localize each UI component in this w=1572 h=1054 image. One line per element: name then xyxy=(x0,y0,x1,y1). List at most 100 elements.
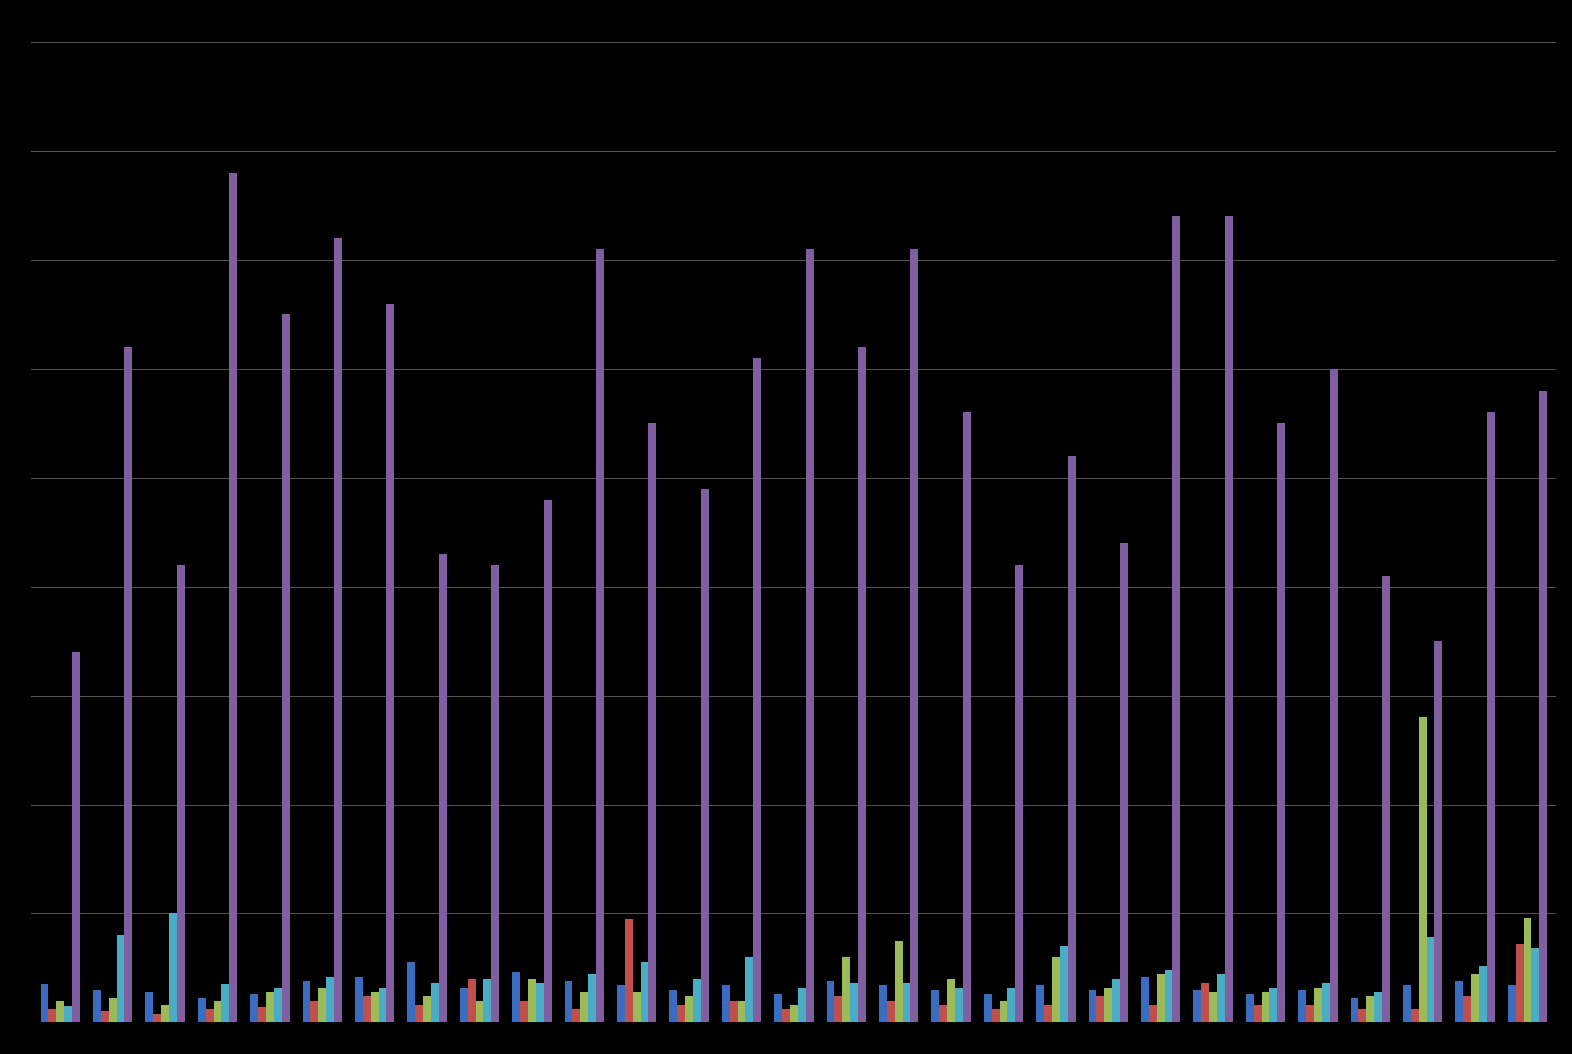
Bar xyxy=(1382,575,1390,1022)
Bar xyxy=(1531,949,1539,1022)
Bar xyxy=(616,985,624,1022)
Bar xyxy=(1245,994,1253,1022)
Bar xyxy=(1358,1010,1366,1022)
Bar xyxy=(1418,718,1426,1022)
Bar xyxy=(588,975,596,1022)
Bar xyxy=(1539,391,1547,1022)
Bar xyxy=(962,412,970,1022)
Bar xyxy=(1350,998,1358,1022)
Bar xyxy=(333,238,343,1022)
Bar xyxy=(379,988,387,1022)
Bar xyxy=(116,935,124,1022)
Bar xyxy=(1217,975,1225,1022)
Bar xyxy=(41,984,49,1022)
Bar xyxy=(791,1004,799,1022)
Bar xyxy=(827,981,835,1022)
Bar xyxy=(72,652,80,1022)
Bar xyxy=(596,249,604,1022)
Bar xyxy=(1157,975,1165,1022)
Bar xyxy=(512,972,520,1022)
Bar xyxy=(1330,369,1338,1022)
Bar xyxy=(484,979,490,1022)
Bar xyxy=(544,500,552,1022)
Bar xyxy=(222,984,230,1022)
Bar xyxy=(1464,996,1471,1022)
Bar xyxy=(632,992,641,1022)
Bar xyxy=(564,981,572,1022)
Bar xyxy=(536,983,544,1022)
Bar xyxy=(520,1000,528,1022)
Bar xyxy=(799,988,806,1022)
Bar xyxy=(894,940,902,1022)
Bar xyxy=(737,1000,745,1022)
Bar xyxy=(722,985,729,1022)
Bar xyxy=(1044,1004,1052,1022)
Bar xyxy=(468,979,475,1022)
Bar xyxy=(327,977,333,1022)
Bar xyxy=(1119,543,1127,1022)
Bar xyxy=(1008,988,1016,1022)
Bar xyxy=(318,988,327,1022)
Bar xyxy=(475,1000,483,1022)
Bar xyxy=(1434,641,1442,1022)
Bar xyxy=(1306,1004,1314,1022)
Bar xyxy=(1193,990,1201,1022)
Bar xyxy=(1298,990,1306,1022)
Bar xyxy=(1479,965,1487,1022)
Bar xyxy=(693,979,701,1022)
Bar xyxy=(580,992,588,1022)
Bar xyxy=(168,914,176,1022)
Bar xyxy=(1374,992,1382,1022)
Bar xyxy=(954,988,962,1022)
Bar xyxy=(648,424,657,1022)
Bar xyxy=(407,962,415,1022)
Bar xyxy=(992,1010,1000,1022)
Bar xyxy=(57,1000,64,1022)
Bar xyxy=(729,1000,737,1022)
Bar xyxy=(274,988,281,1022)
Bar xyxy=(783,1010,791,1022)
Bar xyxy=(1523,918,1531,1022)
Bar xyxy=(415,1004,423,1022)
Bar xyxy=(281,314,289,1022)
Bar xyxy=(701,489,709,1022)
Bar xyxy=(1412,1010,1418,1022)
Bar xyxy=(946,979,954,1022)
Bar xyxy=(1261,992,1269,1022)
Bar xyxy=(266,992,274,1022)
Bar xyxy=(1276,424,1284,1022)
Bar xyxy=(773,994,783,1022)
Bar xyxy=(879,985,887,1022)
Bar xyxy=(162,1004,170,1022)
Bar xyxy=(1052,957,1060,1022)
Bar xyxy=(1088,990,1096,1022)
Bar xyxy=(49,1010,57,1022)
Bar xyxy=(64,1006,72,1022)
Bar xyxy=(1366,996,1374,1022)
Bar xyxy=(902,983,910,1022)
Bar xyxy=(459,988,468,1022)
Bar xyxy=(108,998,116,1022)
Bar xyxy=(258,1008,266,1022)
Bar xyxy=(528,979,536,1022)
Bar xyxy=(910,249,918,1022)
Bar xyxy=(206,1010,214,1022)
Bar xyxy=(363,996,371,1022)
Bar xyxy=(124,347,132,1022)
Bar xyxy=(1487,412,1495,1022)
Bar xyxy=(624,919,632,1022)
Bar xyxy=(1508,985,1515,1022)
Bar xyxy=(371,992,379,1022)
Bar xyxy=(1225,216,1232,1022)
Bar xyxy=(387,304,395,1022)
Bar xyxy=(858,347,866,1022)
Bar xyxy=(152,1014,160,1022)
Bar xyxy=(843,957,850,1022)
Bar xyxy=(93,990,101,1022)
Bar xyxy=(685,996,693,1022)
Bar xyxy=(1067,456,1075,1022)
Bar xyxy=(1097,996,1104,1022)
Bar xyxy=(490,565,500,1022)
Bar xyxy=(198,998,206,1022)
Bar xyxy=(310,1000,318,1022)
